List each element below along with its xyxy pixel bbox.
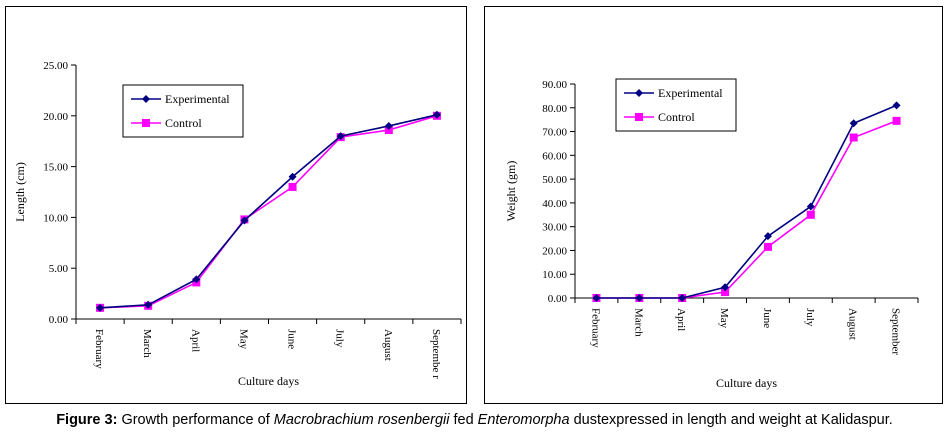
x-tick-label: April: [189, 329, 201, 352]
x-tick-label: May: [237, 329, 249, 350]
caption-text-2: fed: [449, 412, 478, 428]
legend-label: Control: [658, 110, 695, 124]
data-point-square: [384, 126, 393, 135]
figure-caption: Figure 3: Growth performance of Macrobra…: [0, 412, 949, 428]
x-tick-label: July: [334, 329, 346, 348]
data-point-square: [763, 242, 772, 251]
x-tick-label: September: [890, 308, 902, 355]
data-point-square: [142, 119, 150, 127]
data-point-diamond: [892, 101, 901, 110]
x-tick-label: July: [804, 308, 816, 327]
y-tick-label: 25.00: [43, 60, 68, 72]
y-tick-label: 20.00: [542, 245, 567, 257]
x-tick-label: February: [93, 329, 105, 369]
y-tick-label: 20.00: [43, 111, 68, 123]
data-point-diamond: [288, 172, 297, 181]
data-point-square: [288, 182, 297, 191]
x-tick-label: February: [589, 308, 601, 348]
data-point-diamond: [96, 303, 105, 312]
length-chart: 0.00 5.00 10.00 15.00 20.00 25.00 February Marc…: [13, 60, 462, 388]
x-tick-label: August: [382, 329, 394, 361]
data-point-diamond: [763, 232, 772, 241]
legend-label: Control: [165, 116, 202, 130]
x-tick-label: March: [632, 308, 644, 337]
y-tick-label: 10.00: [43, 212, 68, 224]
x-tick-label: August: [847, 308, 859, 340]
caption-species: Macrobrachium rosenbergii: [273, 412, 450, 428]
caption-text-1: Growth performance of: [117, 412, 274, 428]
y-tick-label: 10.00: [542, 269, 567, 281]
y-tick-label: 70.00: [542, 127, 567, 139]
y-tick-label: 80.00: [542, 103, 567, 115]
caption-label: Figure 3:: [56, 412, 118, 428]
data-point-diamond: [144, 300, 153, 309]
caption-text-3: dustexpressed in length and weight at Ka…: [569, 412, 893, 428]
y-tick-label: 90.00: [542, 79, 567, 91]
y-axis-title: Weight (gm): [504, 161, 518, 222]
data-point-diamond: [635, 294, 644, 302]
y-tick-label: 0.00: [548, 293, 568, 305]
data-point-diamond: [678, 294, 687, 302]
y-tick-label: 0.00: [49, 314, 69, 326]
x-tick-label: April: [675, 308, 687, 331]
x-tick-label: March: [141, 329, 153, 358]
data-point-square: [892, 116, 901, 125]
data-point-diamond: [635, 89, 643, 97]
data-point-square: [721, 288, 730, 297]
data-point-square: [806, 210, 815, 219]
legend-box: [122, 84, 244, 138]
weight-chart-panel: 0.00 10.00 20.00 30.00 40.00 50.00 60.00 70.00 8…: [484, 6, 943, 404]
data-point-diamond: [384, 121, 393, 130]
x-axis-title: Culture days: [238, 374, 299, 388]
x-tick-label: May: [718, 308, 730, 329]
x-tick-label: June: [761, 308, 773, 328]
y-tick-label: 30.00: [542, 222, 567, 234]
series-line-experimental: [100, 114, 438, 309]
y-tick-label: 40.00: [542, 198, 567, 210]
data-point-diamond: [142, 95, 150, 103]
y-tick-label: 60.00: [542, 150, 567, 162]
series-line-experimental: [596, 104, 897, 299]
legend-box: [615, 78, 737, 132]
x-tick-label: June: [286, 329, 298, 349]
legend-label: Experimental: [165, 92, 230, 106]
y-tick-label: 50.00: [542, 174, 567, 186]
caption-feed: Enteromorpha: [477, 412, 570, 428]
data-point-diamond: [336, 132, 345, 141]
x-axis-title: Culture days: [716, 376, 777, 390]
data-point-diamond: [432, 110, 441, 119]
data-point-diamond: [240, 216, 249, 225]
y-tick-label: 5.00: [49, 263, 69, 275]
data-point-diamond: [806, 202, 815, 211]
y-tick-label: 15.00: [43, 162, 68, 174]
data-point-square: [849, 133, 858, 142]
weight-chart: 0.00 10.00 20.00 30.00 40.00 50.00 60.00 70.00 8…: [504, 78, 919, 390]
data-point-diamond: [192, 275, 201, 284]
series-line-control: [100, 115, 438, 309]
data-point-diamond: [849, 119, 858, 128]
y-axis-title: Length (cm): [13, 162, 27, 222]
data-point-diamond: [721, 283, 730, 292]
series-line-control: [596, 120, 897, 299]
data-point-diamond: [592, 294, 601, 302]
x-tick-label: Septembe r: [430, 329, 442, 379]
data-point-square: [635, 113, 643, 121]
length-chart-panel: 0.00 5.00 10.00 15.00 20.00 25.00 February Marc…: [5, 6, 467, 404]
legend-label: Experimental: [658, 86, 723, 100]
